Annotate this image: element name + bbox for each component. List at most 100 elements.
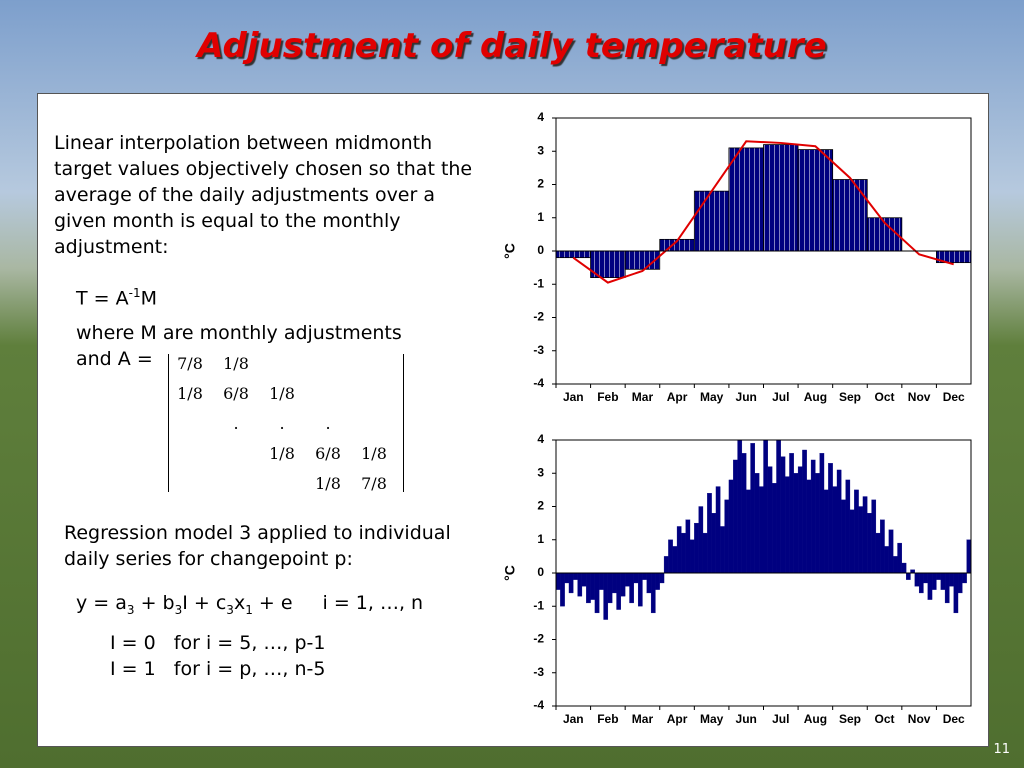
x-tick-label: Jan <box>563 712 584 726</box>
x-tick-label: Aug <box>804 712 827 726</box>
matrix: 7/8 1/8 1/8 6/8 1/8... 1/8 6/8 1/8 1/8 7/8 <box>168 354 404 493</box>
line: Regression model 3 applied to individual <box>64 522 451 544</box>
bar <box>599 572 604 590</box>
matrix-cell: 1/8 <box>315 474 341 493</box>
bar <box>797 466 803 574</box>
eq-sub: 3 <box>126 602 135 617</box>
line: target values objectively chosen so that… <box>54 158 473 180</box>
bar <box>944 572 950 604</box>
x-tick-label: Sep <box>839 390 861 404</box>
bar <box>590 572 596 600</box>
para3: Regression model 3 applied to individual… <box>64 520 451 572</box>
bar <box>637 572 643 607</box>
eq-part: M <box>140 287 157 310</box>
bar <box>880 519 885 574</box>
bar <box>668 539 673 574</box>
bar <box>659 572 665 584</box>
bar <box>646 572 652 594</box>
bar <box>620 572 626 597</box>
bar <box>815 473 820 574</box>
line: I = 0 for i = 5, …, p-1 <box>110 632 326 654</box>
bar <box>586 572 591 604</box>
bar <box>759 486 764 574</box>
bar <box>957 572 963 594</box>
bar <box>603 572 609 620</box>
bar <box>581 572 587 587</box>
x-tick-label: Dec <box>943 390 965 404</box>
bar <box>685 519 691 574</box>
x-tick-label: Feb <box>597 390 618 404</box>
bar <box>797 149 834 252</box>
matrix-cell: 7/8 <box>177 354 203 373</box>
x-tick-label: Jul <box>772 712 789 726</box>
bar <box>693 190 730 252</box>
bar <box>629 572 634 604</box>
bar <box>672 546 678 574</box>
y-tick-label: 3 <box>537 143 544 157</box>
y-tick-label: 2 <box>537 177 544 191</box>
bar <box>936 572 941 580</box>
bar <box>845 479 851 574</box>
bar <box>607 572 613 604</box>
x-tick-label: Dec <box>943 712 965 726</box>
bar <box>568 572 574 594</box>
bar <box>966 539 972 574</box>
matrix-cell: 7/8 <box>361 474 387 493</box>
bar <box>841 499 846 574</box>
eq-sub: 1 <box>245 602 253 617</box>
bar <box>828 463 833 574</box>
eq-part: + b <box>134 592 175 614</box>
x-tick-label: Apr <box>667 712 688 726</box>
bar <box>555 572 561 590</box>
line: daily series for changepoint p: <box>64 548 353 570</box>
matrix-cell: . <box>233 414 239 433</box>
bar <box>733 459 738 574</box>
bar <box>616 572 621 610</box>
x-tick-label: May <box>700 390 724 404</box>
y-tick-label: -2 <box>533 632 544 646</box>
bar <box>720 526 725 574</box>
x-tick-label: Jun <box>736 390 757 404</box>
x-tick-label: Apr <box>667 390 688 404</box>
bar <box>858 506 864 574</box>
bar <box>784 476 790 574</box>
bar <box>573 572 578 580</box>
y-tick-label: 0 <box>537 243 544 257</box>
bar <box>914 572 920 587</box>
y-tick-label: -2 <box>533 310 544 324</box>
bar <box>893 556 898 574</box>
matrix-cell: . <box>279 414 285 433</box>
bar <box>724 499 730 574</box>
bar <box>810 459 816 574</box>
bar <box>560 572 565 607</box>
bar <box>763 144 799 252</box>
bar <box>884 546 890 574</box>
bar <box>953 572 959 614</box>
matrix-cell: 6/8 <box>223 384 249 403</box>
bar <box>776 439 781 574</box>
bar <box>728 147 764 252</box>
eq-sub: 3 <box>226 602 234 617</box>
x-tick-label: Nov <box>908 712 931 726</box>
y-tick-label: 1 <box>537 532 544 546</box>
y-tick-label: 4 <box>537 110 544 124</box>
y-tick-label: -4 <box>533 698 544 712</box>
matrix-cell: 6/8 <box>315 444 341 463</box>
eq-part: T = A <box>76 287 129 310</box>
eq-part: y = a <box>76 592 127 614</box>
bar <box>901 562 907 574</box>
bar <box>633 572 639 584</box>
bar <box>918 572 924 594</box>
matrix-cell: . <box>325 414 331 433</box>
bar <box>564 572 570 584</box>
eq-part: I + c <box>182 592 227 614</box>
bar <box>927 572 933 600</box>
eq-part: + e <box>252 592 293 614</box>
y-tick-label: -3 <box>533 665 544 679</box>
bar <box>867 513 872 574</box>
eq-sub: 3 <box>174 602 183 617</box>
bar <box>711 513 717 574</box>
y-tick-label: 3 <box>537 465 544 479</box>
